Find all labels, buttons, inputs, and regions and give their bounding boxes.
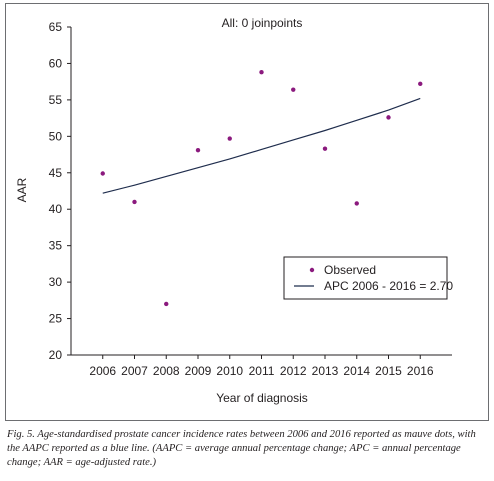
legend-box (283, 256, 448, 300)
legend: Observed APC 2006 - 2016 = 2.70 (283, 256, 453, 300)
y-axis-label: AAR (15, 177, 29, 202)
x-tick-label: 2012 (280, 364, 307, 378)
observed-point (132, 199, 137, 205)
x-tick-label: 2008 (153, 364, 180, 378)
x-tick-label: 2016 (407, 364, 434, 378)
observed-point (100, 171, 105, 176)
legend-observed-marker (309, 267, 315, 273)
x-axis-label: Year of diagnosis (216, 391, 308, 405)
y-tick-label: 65 (49, 20, 63, 34)
chart-title: All: 0 joinpoints (222, 16, 303, 30)
y-tick-label: 55 (49, 93, 63, 107)
x-tick-label: 2014 (343, 364, 370, 378)
x-tick-label: 2011 (249, 364, 275, 378)
x-tick-label: 2007 (121, 364, 148, 378)
legend-observed-label: Observed (324, 263, 376, 277)
x-tick-label: 2009 (185, 364, 212, 378)
y-tick-label: 50 (49, 129, 63, 143)
legend-apc-label: APC 2006 - 2016 = 2.70 (324, 279, 453, 293)
x-tick-label: 2010 (216, 364, 243, 378)
x-tick-label: 2015 (375, 364, 402, 378)
observed-point (386, 115, 391, 120)
y-tick-label: 30 (49, 275, 63, 289)
observed-point (164, 301, 169, 307)
y-tick-label: 60 (49, 56, 63, 70)
chart-frame (5, 3, 489, 421)
observed-point (291, 87, 296, 92)
observed-point (322, 146, 328, 151)
y-tick-label: 20 (49, 348, 63, 362)
observed-point (418, 81, 423, 87)
observed-point (227, 136, 232, 141)
y-tick-label: 35 (49, 239, 63, 253)
y-tick-label: 25 (49, 312, 63, 326)
y-tick-label: 45 (49, 166, 63, 180)
observed-point (195, 147, 201, 153)
figure-caption: Fig. 5. Age-standardised prostate cancer… (7, 429, 476, 468)
x-tick-label: 2013 (312, 364, 339, 378)
observed-point (354, 201, 359, 206)
observed-point (259, 69, 264, 75)
x-tick-label: 2006 (89, 364, 116, 378)
apc-trend-line (102, 97, 421, 194)
y-tick-label: 40 (49, 202, 63, 216)
